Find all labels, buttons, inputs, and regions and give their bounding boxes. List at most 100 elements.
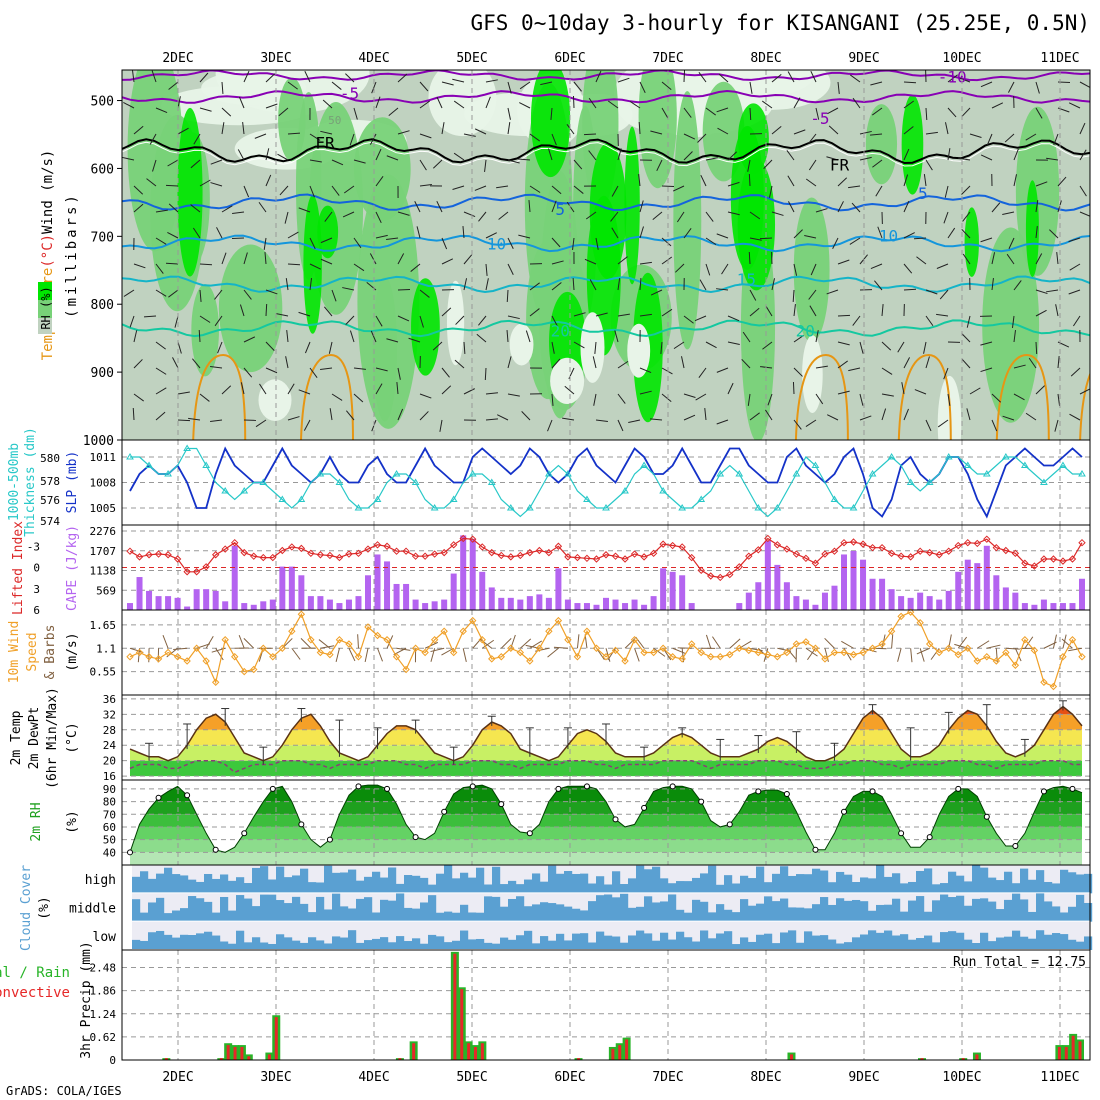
cloud-cell bbox=[700, 873, 709, 894]
wind-speed-marker bbox=[497, 653, 505, 661]
wind-barb bbox=[683, 393, 696, 399]
wind-barb bbox=[507, 393, 520, 397]
cloud-cell bbox=[644, 869, 653, 894]
wind-barb bbox=[353, 263, 365, 272]
wind-speed-marker bbox=[1078, 653, 1086, 661]
wind-speed-marker bbox=[707, 653, 715, 661]
wind-barb bbox=[287, 416, 300, 421]
wind-barb bbox=[529, 308, 540, 317]
wind-speed-marker bbox=[716, 653, 724, 661]
wind-barb bbox=[287, 132, 301, 135]
cloud-cell bbox=[828, 939, 837, 950]
wind-barb-10m bbox=[393, 647, 407, 656]
temp-tick-label: 20 bbox=[103, 755, 116, 768]
cloud-cell bbox=[460, 904, 469, 922]
ylabel-part: (m/s) bbox=[40, 150, 56, 201]
wind-barb-10m bbox=[930, 647, 940, 660]
cloud-cell bbox=[660, 932, 669, 950]
cloud-cell bbox=[804, 874, 813, 894]
temp-contour-warm bbox=[995, 353, 1050, 440]
cloud-cell bbox=[532, 943, 541, 950]
cloud-cell bbox=[428, 934, 437, 950]
y-tick-label: 800 bbox=[91, 298, 114, 313]
cloud-cell bbox=[556, 904, 565, 922]
rh-patch-bright bbox=[530, 70, 571, 178]
cloud-cell bbox=[1076, 894, 1085, 922]
wind-barb bbox=[216, 227, 223, 239]
wind-speed-marker bbox=[478, 636, 486, 644]
cloud-cell bbox=[580, 910, 589, 922]
cape-bar bbox=[355, 596, 362, 610]
wind-barb bbox=[572, 277, 575, 291]
rh-tick-label: 60 bbox=[103, 821, 116, 834]
wind-barb bbox=[573, 341, 585, 349]
wind-barb bbox=[1079, 122, 1086, 135]
wind-barb-10m bbox=[500, 638, 512, 649]
cape-bar bbox=[802, 599, 809, 610]
wind-barb bbox=[507, 356, 512, 369]
cloud-cell bbox=[492, 943, 501, 950]
wind-barb bbox=[304, 341, 311, 354]
rh-patch-bright bbox=[589, 142, 627, 280]
cape-bar bbox=[650, 596, 657, 610]
cloud-cell bbox=[1060, 934, 1069, 950]
thickness-marker bbox=[811, 461, 820, 468]
cloud-cell bbox=[732, 883, 741, 894]
cloud-cell bbox=[1052, 933, 1061, 950]
rh-patch-bright bbox=[303, 194, 322, 334]
cloud-cell bbox=[236, 895, 245, 922]
rh-patch-bright bbox=[737, 103, 769, 174]
rh-band bbox=[130, 852, 1082, 865]
cloud-cell bbox=[300, 903, 309, 922]
thickness-marker bbox=[278, 495, 287, 502]
cloud-cell bbox=[164, 934, 173, 950]
wind-barb-10m bbox=[335, 648, 340, 662]
lifted-tick-label: -3 bbox=[27, 540, 40, 553]
rh-marker bbox=[726, 821, 733, 828]
thickness-marker bbox=[335, 478, 344, 485]
wind-barb bbox=[485, 79, 498, 83]
rh2m-plot bbox=[122, 780, 1090, 865]
thickness-marker bbox=[1040, 478, 1048, 485]
wind-barb bbox=[852, 315, 861, 326]
wind-barb bbox=[1035, 341, 1038, 355]
wind-barb bbox=[595, 237, 599, 250]
cloud-cell bbox=[540, 936, 549, 950]
cloud-cell bbox=[156, 897, 165, 922]
cloud-cell bbox=[460, 930, 469, 950]
cape-bar bbox=[460, 535, 467, 610]
wind-barb bbox=[155, 263, 164, 274]
cape-bar bbox=[336, 603, 343, 610]
wind-barb-10m bbox=[1052, 634, 1057, 649]
wind-barb bbox=[441, 307, 452, 317]
wind-barb bbox=[716, 419, 729, 425]
wind-speed-marker bbox=[640, 648, 648, 657]
cloud-cell bbox=[276, 934, 285, 950]
cloud-cell bbox=[796, 907, 805, 922]
contour-label: 20 bbox=[796, 321, 815, 340]
cloud-cell bbox=[180, 934, 189, 950]
lifted-index-marker bbox=[526, 548, 534, 557]
rh-patch-light bbox=[627, 323, 651, 378]
wind-barb bbox=[1025, 412, 1037, 421]
cloud-cell bbox=[868, 878, 877, 894]
wind-barb bbox=[255, 419, 267, 428]
wind-barb bbox=[1079, 185, 1087, 197]
cloud-cell bbox=[652, 902, 661, 922]
thickness-marker bbox=[316, 470, 325, 477]
rh-marker bbox=[783, 790, 790, 797]
wind-barb bbox=[353, 237, 362, 249]
cloud-cell bbox=[540, 881, 549, 894]
cape-bar bbox=[983, 545, 990, 610]
contour-label: FR bbox=[315, 133, 335, 152]
thickness-marker bbox=[868, 470, 877, 477]
cloud-cell bbox=[372, 871, 381, 894]
cape-bar bbox=[488, 587, 495, 610]
cape-bar bbox=[184, 606, 191, 610]
cloud-cell bbox=[620, 893, 629, 922]
wind-barb bbox=[639, 200, 644, 213]
cape-bar bbox=[298, 575, 305, 610]
wind-barb bbox=[1049, 229, 1059, 239]
dewpoint-line bbox=[129, 759, 1082, 774]
cloud-cell bbox=[780, 898, 789, 922]
